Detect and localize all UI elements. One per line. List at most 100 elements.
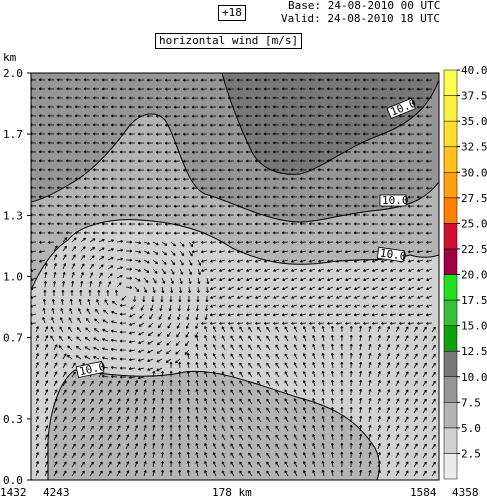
wind-arrow bbox=[101, 186, 109, 190]
wind-arrow bbox=[353, 222, 361, 226]
wind-arrow bbox=[281, 132, 289, 136]
wind-arrow bbox=[101, 105, 109, 109]
wind-arrow bbox=[362, 186, 370, 190]
wind-arrow bbox=[398, 240, 406, 244]
wind-arrow bbox=[236, 96, 244, 100]
wind-arrow bbox=[362, 132, 370, 136]
wind-arrow bbox=[89, 272, 94, 279]
wind-arrow bbox=[362, 168, 370, 172]
wind-arrow bbox=[399, 277, 406, 281]
wind-arrow bbox=[263, 150, 271, 154]
wind-arrow bbox=[227, 87, 235, 91]
wind-arrow bbox=[281, 240, 289, 244]
wind-arrow bbox=[143, 286, 147, 293]
wind-arrow bbox=[318, 277, 325, 281]
wind-arrow bbox=[71, 246, 77, 252]
wind-arrow bbox=[308, 123, 316, 127]
wind-arrow bbox=[416, 141, 424, 145]
wind-arrow bbox=[218, 195, 226, 199]
wind-arrow bbox=[317, 150, 325, 154]
wind-arrow bbox=[83, 123, 91, 127]
wind-arrow bbox=[164, 177, 172, 181]
wind-arrow bbox=[101, 123, 109, 127]
wind-arrow bbox=[398, 186, 406, 190]
wind-arrow bbox=[335, 222, 343, 226]
wind-arrow bbox=[83, 177, 91, 181]
wind-arrow bbox=[326, 231, 334, 235]
wind-arrow bbox=[56, 105, 64, 109]
wind-arrow bbox=[38, 222, 46, 226]
wind-arrow bbox=[281, 213, 289, 217]
wind-arrow bbox=[47, 186, 55, 190]
wind-arrow bbox=[119, 87, 127, 91]
wind-arrow bbox=[92, 114, 100, 118]
wind-arrow bbox=[308, 259, 316, 263]
wind-arrow bbox=[236, 240, 244, 244]
wind-arrow bbox=[227, 132, 235, 136]
wind-arrow bbox=[188, 241, 194, 247]
wind-arrow bbox=[128, 168, 136, 172]
wind-arrow bbox=[335, 96, 343, 100]
wind-arrow bbox=[53, 254, 58, 261]
wind-arrow bbox=[308, 141, 316, 145]
wind-arrow bbox=[399, 268, 406, 272]
wind-arrow bbox=[353, 78, 361, 82]
wind-arrow bbox=[125, 240, 133, 244]
wind-arrow bbox=[191, 150, 199, 154]
wind-arrow bbox=[89, 238, 96, 243]
wind-arrow bbox=[110, 231, 118, 235]
wind-arrow bbox=[272, 87, 280, 91]
wind-arrow bbox=[191, 123, 199, 127]
wind-arrow bbox=[182, 78, 190, 82]
wind-arrow bbox=[83, 105, 91, 109]
wind-arrow bbox=[353, 96, 361, 100]
wind-arrow bbox=[380, 222, 388, 226]
wind-speed-field bbox=[31, 73, 439, 480]
wind-arrow bbox=[182, 168, 190, 172]
wind-arrow bbox=[119, 96, 127, 100]
field-band-bottom-left bbox=[31, 438, 45, 480]
colorbar-label: 35.0 bbox=[461, 115, 487, 128]
wind-arrow bbox=[92, 141, 100, 145]
wind-arrow bbox=[371, 250, 379, 254]
wind-arrow bbox=[380, 96, 388, 100]
wind-arrow bbox=[200, 123, 208, 127]
wind-arrow bbox=[416, 159, 424, 163]
wind-arrow bbox=[272, 96, 280, 100]
wind-arrow bbox=[218, 168, 226, 172]
wind-arrow bbox=[65, 222, 73, 226]
wind-arrow bbox=[372, 268, 379, 272]
wind-arrow bbox=[263, 78, 271, 82]
wind-arrow bbox=[371, 87, 379, 91]
wind-arrow bbox=[362, 150, 370, 154]
wind-arrow bbox=[353, 204, 361, 208]
wind-arrow bbox=[116, 248, 124, 252]
wind-arrow bbox=[300, 268, 307, 272]
wind-arrow bbox=[317, 114, 325, 118]
wind-arrow bbox=[299, 123, 307, 127]
wind-arrow bbox=[281, 231, 289, 235]
wind-arrow bbox=[119, 78, 127, 82]
wind-arrow bbox=[326, 87, 334, 91]
wind-arrow bbox=[173, 204, 181, 208]
wind-arrow bbox=[101, 213, 109, 217]
wind-arrow bbox=[53, 271, 57, 279]
wind-arrow bbox=[218, 186, 226, 190]
wind-arrow bbox=[263, 96, 271, 100]
wind-arrow bbox=[317, 195, 325, 199]
wind-arrow bbox=[363, 277, 370, 281]
wind-arrow bbox=[344, 78, 352, 82]
wind-arrow bbox=[146, 105, 154, 109]
wind-arrow bbox=[290, 78, 298, 82]
wind-arrow bbox=[164, 222, 172, 226]
colorbar-label: 27.5 bbox=[461, 192, 487, 205]
wind-arrow bbox=[83, 141, 91, 145]
wind-arrow bbox=[56, 195, 64, 199]
wind-arrow bbox=[227, 240, 235, 244]
wind-arrow bbox=[380, 114, 388, 118]
wind-arrow bbox=[236, 259, 244, 263]
wind-arrow bbox=[143, 268, 150, 273]
wind-arrow bbox=[380, 231, 388, 235]
wind-arrow bbox=[335, 168, 343, 172]
wind-arrow bbox=[38, 231, 46, 235]
